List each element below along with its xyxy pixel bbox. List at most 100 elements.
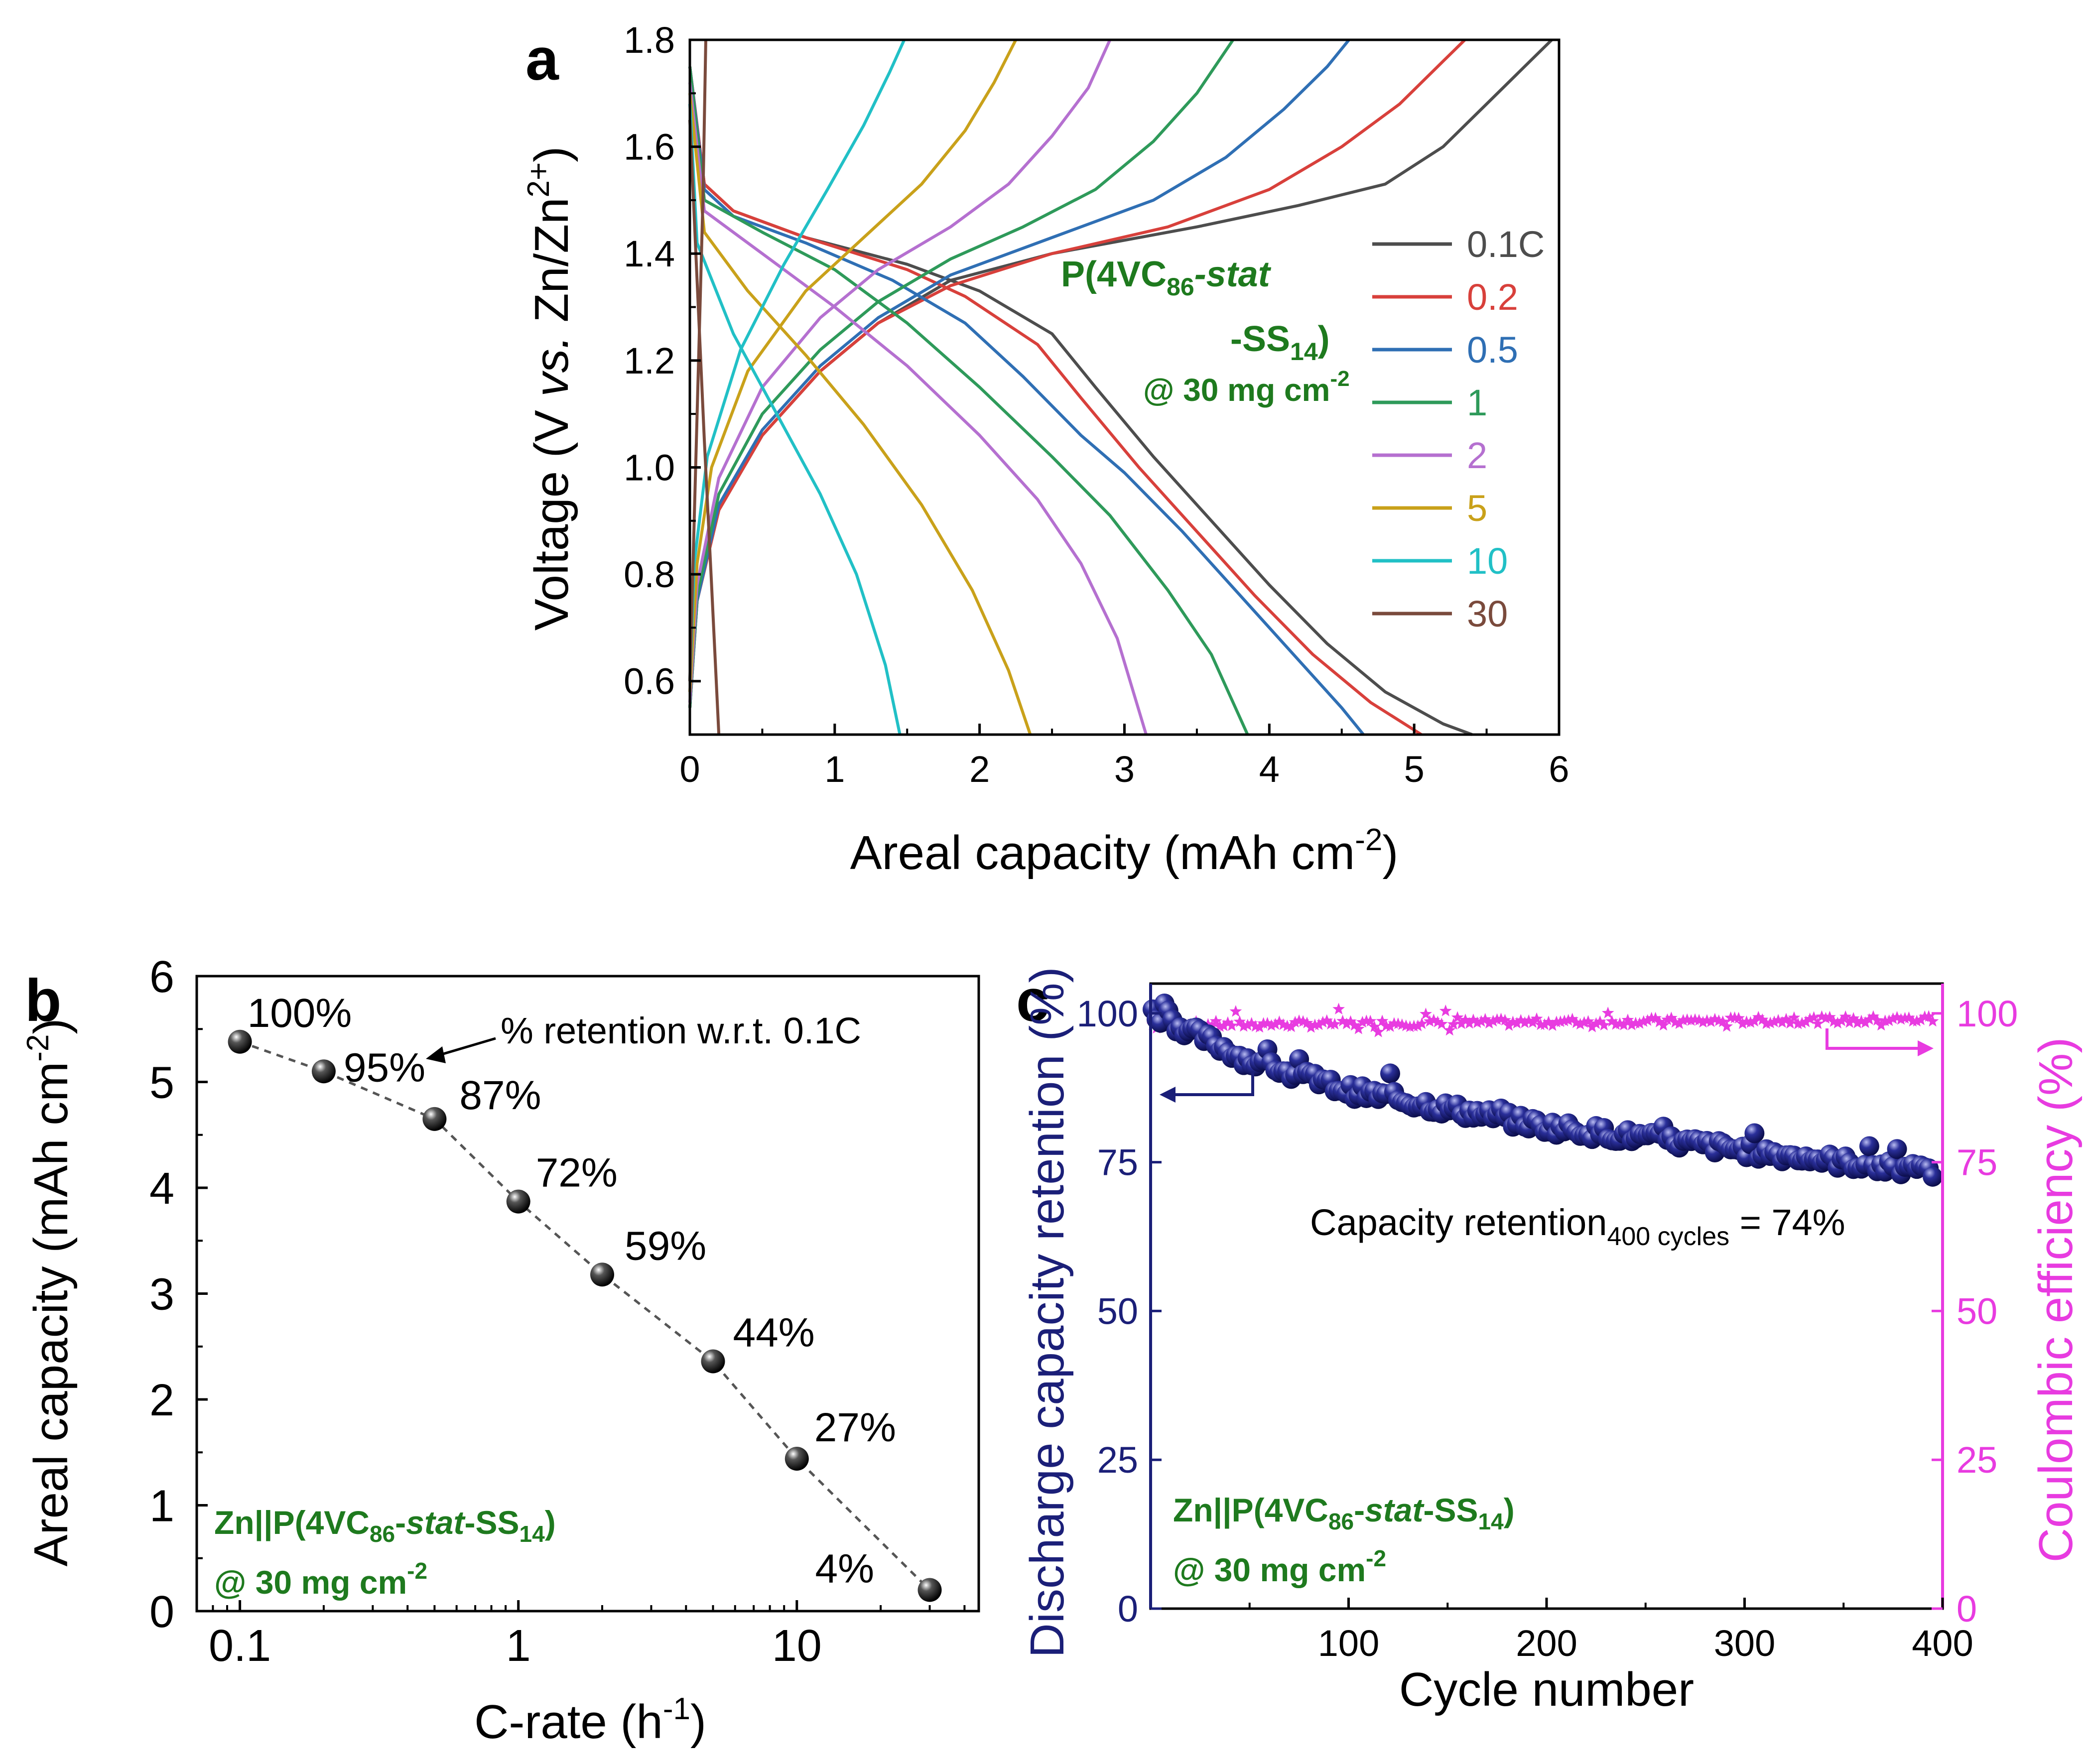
ce-point [1673,1017,1686,1029]
ce-point [1776,1016,1789,1028]
y-tick-label: 1.2 [624,340,675,381]
ce-point [1899,1011,1911,1024]
panel-c-ylabel-left: Discharge capacity retention (%) [1021,967,1074,1657]
ce-point [1217,1019,1230,1031]
ce-point [1475,1015,1488,1027]
panel-a-frame [688,38,1561,736]
ce-point [1875,1018,1888,1031]
ce-point [1404,1020,1417,1032]
ce-point [1213,1020,1226,1032]
capacity-retention-annotation: Capacity retention400 cycles = 74% [1310,1202,1845,1251]
ce-point [1285,1020,1298,1032]
ce-point [1633,1017,1646,1029]
ce-point [1297,1015,1309,1027]
ce-point [1867,1010,1880,1022]
series-1-discharge-line [688,66,1249,736]
ce-point [1820,1011,1832,1024]
x-tick-label: 3 [1114,749,1135,790]
ce-point [1816,1010,1828,1022]
data-point [590,1262,615,1287]
panel-a-xlabel: Areal capacity (mAh cm-2) [850,823,1399,880]
right-axis-arrowhead [1918,1040,1934,1056]
legend-label-10: 10 [1467,540,1508,582]
y-tick-label: 1.6 [624,126,675,168]
panel-b-xlabel: C-rate (h-1) [474,1692,706,1749]
ce-point [1641,1014,1654,1026]
ce-point [1847,1012,1860,1024]
right-y-tick-label: 50 [1957,1290,1997,1332]
panel-a-annotation: P(4VC86-stat -SS14) @ 30 mg cm-2 [1061,254,1350,408]
data-point [422,1107,447,1131]
legend-label-0.2: 0.2 [1467,276,1518,318]
x-tick-label: 1 [824,749,845,790]
series-30-discharge-line [688,120,721,735]
ce-point [1704,1015,1717,1027]
ce-point [1364,1014,1377,1027]
ce-point [1859,1016,1872,1028]
ce-point [1855,1014,1868,1026]
ce-point [1420,1008,1432,1019]
panel-c-note: Zn||P(4VC86-stat-SS14) @ 30 mg cm-2 [1173,1492,1515,1588]
series-2-discharge-line [688,82,1148,735]
y-tick-label: 1.4 [624,233,675,274]
ce-point [1320,1014,1333,1026]
ce-point [1780,1012,1793,1025]
ce-point [1538,1018,1551,1030]
ce-point [1471,1016,1484,1028]
ce-point [1578,1016,1590,1028]
legend-label-0.1C: 0.1C [1467,224,1545,265]
ce-point [1839,1010,1852,1022]
left-y-tick-label: 75 [1097,1142,1138,1183]
right-y-tick-label: 100 [1957,993,2018,1034]
ce-point [1895,1013,1907,1025]
ce-point [1483,1016,1496,1029]
ce-point [1732,1011,1745,1024]
ce-point [1269,1017,1282,1030]
ce-point [1459,1013,1472,1025]
left-axis-arrow [1168,1071,1254,1096]
ce-point [1558,1014,1571,1026]
annotation-arrowhead [426,1046,446,1063]
x-tick-label: 300 [1714,1623,1775,1664]
legend-label-2: 2 [1467,435,1487,476]
data-point [701,1349,725,1374]
ce-point [1316,1015,1329,1028]
x-tick-label: 0 [679,749,700,790]
legend-label-1: 1 [1467,382,1487,423]
ce-point [1436,1017,1448,1029]
ce-point [1835,1014,1848,1026]
ce-point [1229,1005,1242,1017]
ce-point [1562,1013,1575,1026]
ce-point [1756,1013,1769,1025]
ce-point [1851,1016,1864,1028]
ce-point [1340,1017,1353,1029]
capacity-point [1380,1063,1400,1084]
retention-label: 27% [814,1405,896,1450]
retention-label: 100% [248,991,352,1036]
series-0.1C-discharge-line [688,66,1473,736]
ce-point [1693,1013,1705,1026]
ce-point [1586,1020,1598,1032]
ce-point [1597,1018,1610,1031]
right-axis-arrow [1826,1028,1925,1050]
ce-point [1808,1011,1820,1023]
ce-point [1637,1015,1650,1027]
ce-point [1824,1010,1836,1022]
y-tick-label: 0 [149,1587,174,1637]
ce-point [1356,1015,1369,1028]
panel-b-note: Zn||P(4VC86-stat-SS14) @ 30 mg cm-2 [214,1504,556,1601]
ce-point [1625,1018,1638,1030]
annotation-line2: -SS14) [1230,319,1330,366]
left-axis-arrowhead [1160,1087,1175,1103]
ce-point [1883,1014,1895,1026]
panel-a-legend: 0.1C 0.2 0.5 1 2 5 10 30 [1372,224,1545,634]
ce-point [1424,1015,1436,1027]
panel-a-series [688,38,1553,736]
ce-point [1455,1017,1468,1029]
ce-point [1439,1005,1452,1016]
x-tick-label: 400 [1912,1623,1973,1664]
ce-point [1617,1018,1630,1030]
note-line2: @ 30 mg cm-2 [214,1558,427,1601]
ce-point [1530,1012,1543,1024]
ce-point [1661,1013,1674,1025]
